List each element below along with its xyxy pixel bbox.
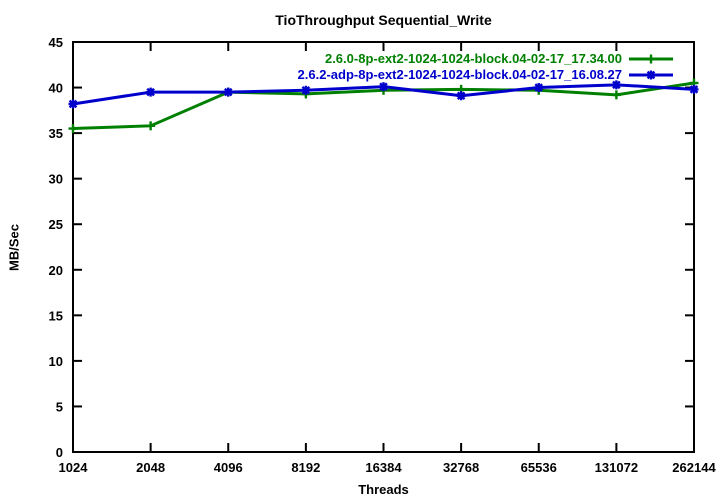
y-tick-label: 20: [49, 263, 63, 278]
data-point-marker: [146, 87, 155, 97]
y-tick-label: 35: [49, 126, 63, 141]
x-tick-label: 65536: [521, 460, 557, 475]
y-tick-label: 5: [56, 399, 63, 414]
y-tick-label: 0: [56, 445, 63, 460]
data-point-marker: [68, 99, 78, 109]
y-tick-label: 30: [49, 172, 63, 187]
chart-title: TioThroughput Sequential_Write: [275, 12, 492, 28]
x-tick-label: 2048: [136, 460, 165, 475]
x-tick-label: 1024: [59, 460, 89, 475]
y-tick-label: 45: [49, 35, 63, 50]
x-tick-label: 131072: [595, 460, 638, 475]
y-tick-label: 40: [49, 81, 63, 96]
y-tick-label: 15: [49, 308, 63, 323]
data-point-marker: [456, 91, 466, 101]
data-point-marker: [689, 85, 699, 94]
legend-label: 2.6.0-8p-ext2-1024-1024-block.04-02-17_1…: [325, 51, 622, 66]
legend-label: 2.6.2-adp-8p-ext2-1024-1024-block.04-02-…: [298, 67, 622, 82]
plot-border: [72, 41, 695, 453]
x-tick-label: 4096: [214, 460, 243, 475]
x-tick-label: 16384: [365, 460, 402, 475]
data-point-marker: [534, 83, 543, 92]
data-point-marker: [612, 80, 621, 90]
y-tick-label: 25: [49, 217, 63, 232]
data-point-marker: [379, 82, 388, 91]
x-tick-label: 32768: [443, 460, 479, 475]
y-tick-label: 10: [49, 354, 63, 369]
legend-sample-marker: [646, 70, 656, 80]
data-point-marker: [224, 87, 233, 97]
x-axis-label: Threads: [358, 482, 409, 497]
x-tick-label: 262144: [672, 460, 716, 475]
data-point-marker: [301, 86, 311, 95]
x-tick-label: 8192: [291, 460, 320, 475]
